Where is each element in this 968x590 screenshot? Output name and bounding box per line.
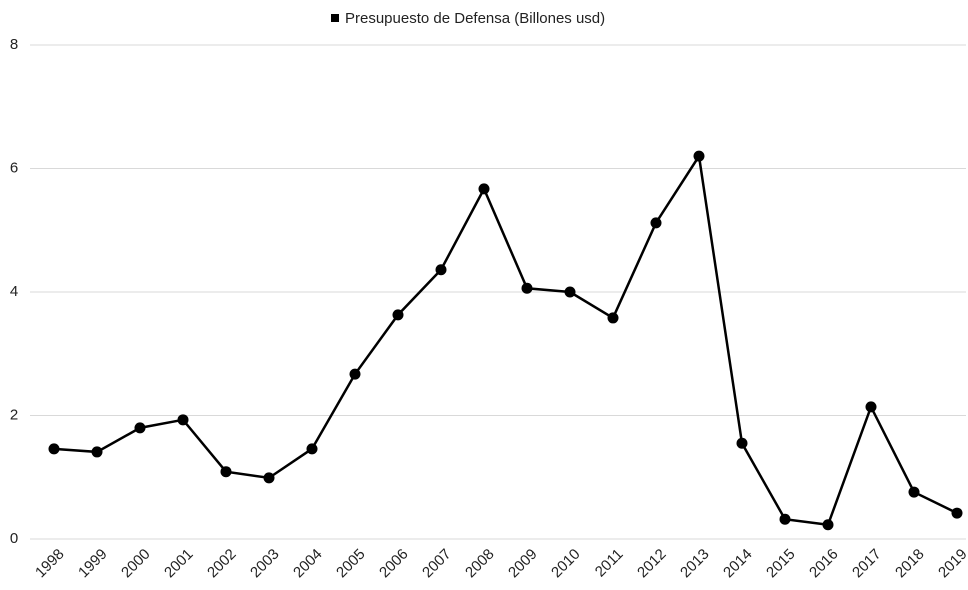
point	[908, 486, 920, 498]
point	[177, 414, 189, 426]
x-tick-label: 2001	[161, 546, 197, 582]
point	[220, 466, 232, 478]
x-tick-label: 2014	[720, 546, 756, 582]
x-tick-label: 2007	[419, 546, 455, 582]
x-tick-label: 1999	[75, 546, 111, 582]
point	[435, 264, 447, 276]
y-tick-label: 8	[10, 36, 18, 53]
legend-marker	[331, 14, 339, 22]
point	[48, 443, 60, 455]
x-tick-label: 2011	[592, 546, 627, 581]
point	[865, 401, 877, 413]
x-tick-label: 2004	[290, 546, 326, 582]
legend-label: Presupuesto de Defensa (Billones usd)	[345, 10, 605, 27]
y-tick-label: 0	[10, 530, 18, 547]
point	[564, 286, 576, 298]
x-tick-label: 2010	[548, 546, 584, 582]
y-tick-label: 2	[10, 406, 18, 423]
x-tick-label: 2013	[677, 546, 713, 582]
point	[91, 446, 103, 458]
x-tick-label: 1998	[32, 546, 68, 582]
point	[779, 513, 791, 525]
point	[306, 443, 318, 455]
point	[607, 312, 619, 324]
x-tick-label: 2019	[935, 546, 968, 582]
point	[263, 472, 275, 484]
y-tick-label: 4	[10, 283, 18, 300]
x-tick-label: 2008	[462, 546, 498, 582]
x-tick-label: 2017	[849, 546, 885, 582]
x-tick-label: 2002	[204, 546, 240, 582]
point	[951, 507, 963, 519]
point	[349, 368, 361, 380]
series-line	[53, 152, 958, 527]
x-tick-label: 2005	[333, 546, 369, 582]
point	[822, 519, 834, 531]
point	[392, 309, 404, 321]
x-tick-label: 2015	[763, 546, 799, 582]
x-tick-label: 2016	[806, 546, 842, 582]
x-tick-label: 2006	[376, 546, 412, 582]
point	[521, 282, 533, 294]
point	[736, 437, 748, 449]
point	[693, 150, 705, 162]
x-tick-label: 2018	[892, 546, 928, 582]
point	[478, 183, 490, 195]
x-tick-label: 2003	[247, 546, 283, 582]
x-tick-label: 2000	[118, 546, 154, 582]
point	[650, 217, 662, 229]
y-tick-label: 6	[10, 159, 18, 176]
point	[134, 422, 146, 434]
x-tick-label: 2009	[505, 546, 541, 582]
x-tick-label: 2012	[634, 546, 670, 582]
